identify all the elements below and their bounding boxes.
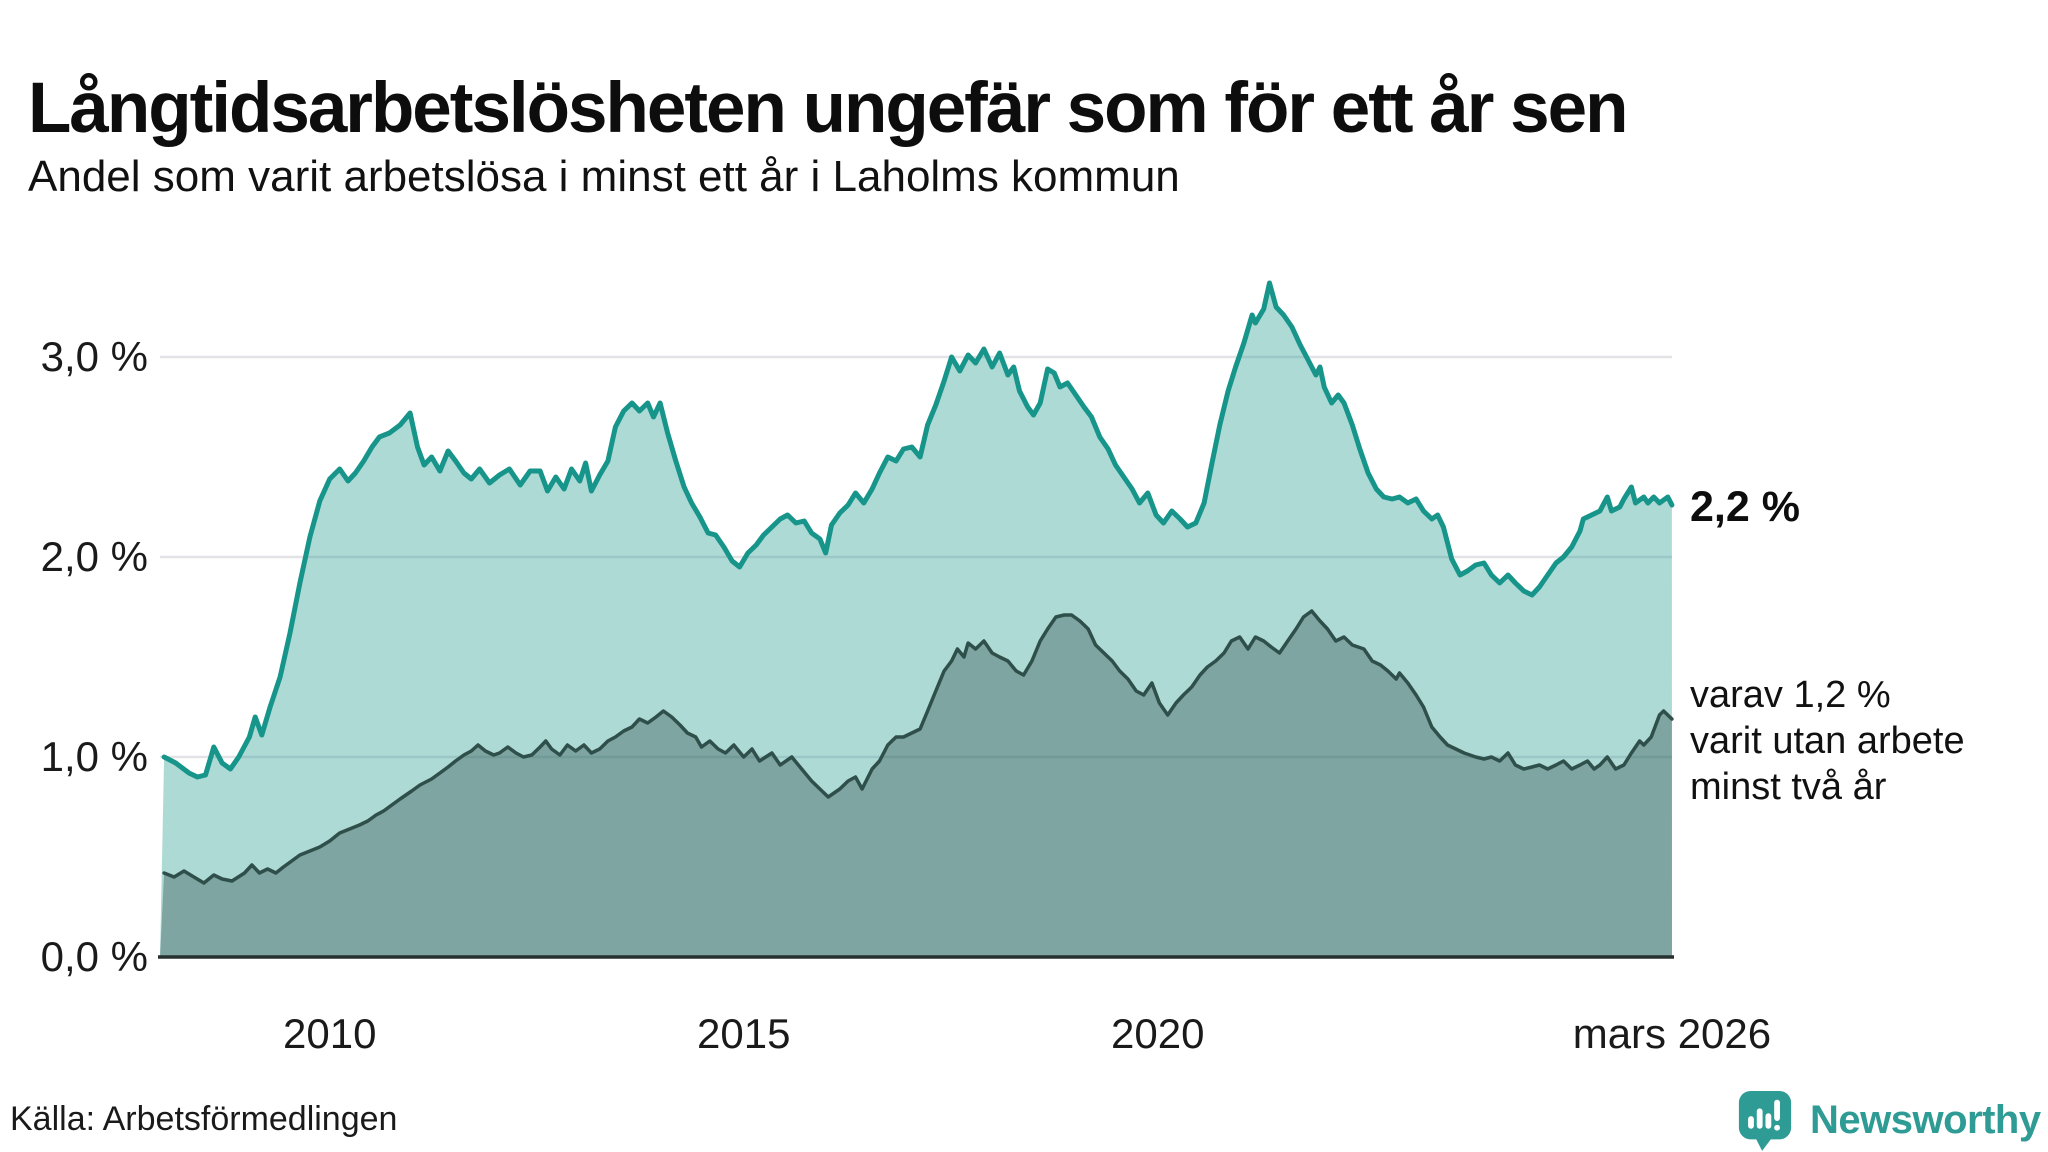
newsworthy-logo: Newsworthy [1736, 1088, 2041, 1152]
x-tick-label: 2015 [697, 1010, 791, 1057]
page-subtitle: Andel som varit arbetslösa i minst ett å… [28, 152, 1180, 201]
page-title: Långtidsarbetslösheten ungefär som för e… [28, 68, 1628, 148]
source-credit: Källa: Arbetsförmedlingen [10, 1100, 398, 1138]
x-tick-label: 2010 [283, 1010, 377, 1057]
line-series-0 [161, 280, 1675, 780]
x-tick-label: mars 2026 [1572, 1010, 1772, 1057]
secondary-series-label-line3: minst två år [1690, 766, 1887, 808]
area-series-1 [160, 611, 1672, 957]
x-axis: 2010 2015 2020 mars 2026 [0, 1008, 2048, 1068]
latest-value-label: 2,2 % [1690, 483, 1800, 531]
secondary-series-label: varav 1,2 % varit utan arbete minst två … [1690, 672, 2048, 810]
x-tick-label: 2020 [1111, 1010, 1205, 1057]
area-series-0 [160, 283, 1672, 957]
secondary-series-label-line2: varit utan arbete [1690, 720, 1965, 762]
line-series-1 [162, 609, 1674, 885]
y-tick-label: 3,0 % [40, 333, 148, 380]
y-tick-label: 2,0 % [40, 533, 148, 580]
newsworthy-bubble-icon [1738, 1091, 1792, 1151]
newsworthy-wordmark: Newsworthy [1810, 1097, 2041, 1142]
y-axis: 3,0 % 2,0 % 1,0 % 0,0 % [0, 0, 148, 1000]
y-tick-label: 1,0 % [40, 733, 148, 780]
secondary-series-label-line1: varav 1,2 % [1690, 674, 1891, 716]
y-tick-label: 0,0 % [40, 933, 148, 980]
